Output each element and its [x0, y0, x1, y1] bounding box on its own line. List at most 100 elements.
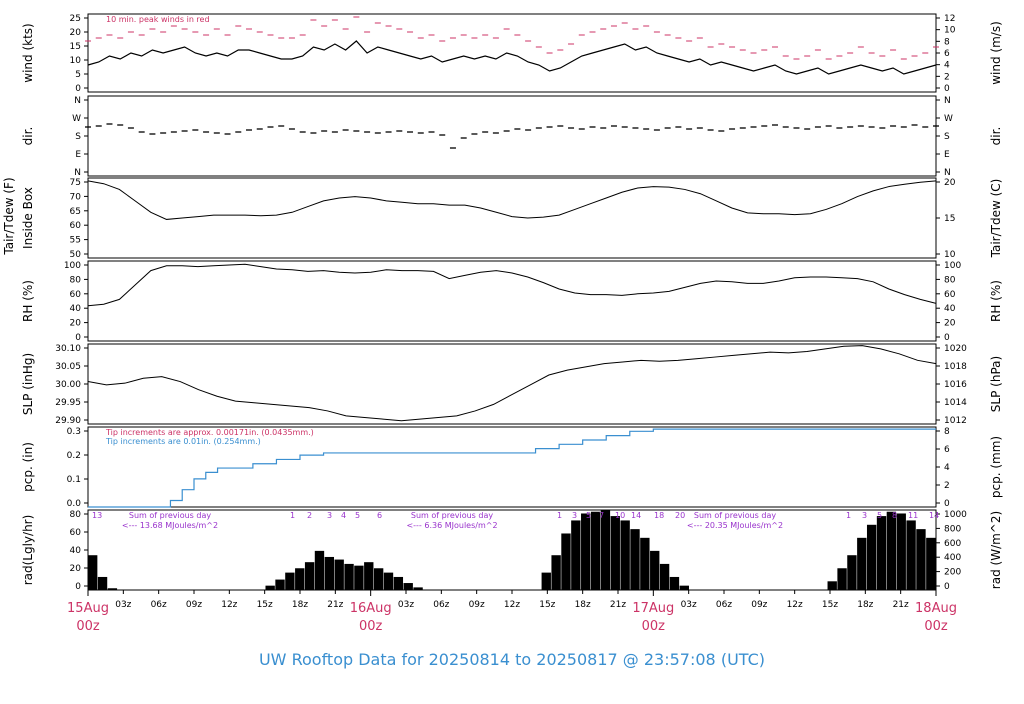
- rad-sum-value: <--- 6.36 MJoules/m^2: [406, 521, 497, 530]
- radiation-bar: [541, 572, 551, 590]
- rad-hour-label: 5: [355, 511, 360, 520]
- date-zulu-label: 00z: [924, 619, 948, 634]
- ytick-label-right: 60: [944, 290, 956, 300]
- ytick-label-left: 20: [70, 28, 82, 38]
- radiation-bar: [640, 537, 650, 590]
- radiation-bar: [561, 533, 571, 590]
- ytick-label-right: N: [944, 96, 951, 106]
- radiation-bar: [97, 576, 108, 590]
- radiation-bar: [373, 568, 384, 590]
- tip-note-1: Tip increments are approx. 0.00171in. (0…: [105, 428, 314, 437]
- rad-hour-label: 14: [929, 511, 939, 520]
- rad-sum-value: <--- 20.35 MJoules/m^2: [687, 521, 783, 530]
- radiation-bar: [886, 511, 897, 590]
- date-zulu-label: 00z: [359, 619, 383, 634]
- ytick-label-right: 600: [944, 539, 961, 549]
- time-tick-label: 09z: [186, 600, 202, 610]
- time-tick-label: 15z: [539, 600, 555, 610]
- ytick-label-left: 0.0: [67, 499, 82, 509]
- radiation-bar: [324, 556, 335, 590]
- ylabel-left: Inside Box: [21, 187, 35, 249]
- time-tick-label: 18z: [292, 600, 308, 610]
- radiation-bar: [295, 568, 305, 590]
- ylabel-left: pcp. (in): [21, 442, 35, 492]
- date-label: 16Aug: [350, 601, 392, 616]
- panel-frame: [87, 95, 937, 177]
- time-tick-label: 06z: [716, 600, 732, 610]
- radiation-bar: [107, 588, 118, 590]
- chart-title: UW Rooftop Data for 20250814 to 20250817…: [259, 650, 765, 669]
- rad-hour-label: 7: [599, 511, 604, 520]
- wind-speed-line: [87, 40, 937, 75]
- date-label: 17Aug: [632, 601, 674, 616]
- slp-line: [87, 345, 937, 422]
- rad-hour-label: 1: [846, 511, 851, 520]
- ytick-label-right: 1000: [944, 510, 967, 520]
- ytick-label-left: 0.1: [67, 475, 81, 485]
- ytick-label-right: 200: [944, 568, 961, 578]
- tip-note-2: Tip increments are 0.01in. (0.254mm.): [105, 437, 261, 446]
- ytick-label-right: 0: [944, 84, 950, 94]
- ytick-label-right: 2: [944, 481, 950, 491]
- radiation-bar: [304, 562, 315, 590]
- ytick-label-left: 25: [70, 14, 81, 24]
- ylabel-left: rad(Lgly/hr): [21, 515, 35, 586]
- ytick-label-left: 29.95: [55, 398, 81, 408]
- radiation-bar: [571, 520, 581, 590]
- time-tick-label: 03z: [681, 600, 697, 610]
- ytick-label-right: 1016: [944, 380, 967, 390]
- radiation-bar: [383, 572, 394, 590]
- rad-hour-label: 5: [877, 511, 882, 520]
- ylabel-left: SLP (inHg): [21, 353, 35, 415]
- rad-hour-label: 6: [377, 511, 382, 520]
- radiation-bar: [285, 572, 295, 590]
- radiation-bar: [630, 529, 640, 590]
- radiation-bar: [679, 585, 689, 590]
- radiation-bar: [827, 581, 837, 590]
- rad-hour-label: 5: [586, 511, 591, 520]
- ytick-label-left: 55: [70, 236, 81, 246]
- rad-hour-label: 14: [631, 511, 641, 520]
- ytick-label-left: 0.3: [67, 427, 81, 437]
- ytick-label-right: 0: [944, 333, 950, 343]
- radiation-bar: [600, 510, 611, 590]
- ylabel-right: RH (%): [989, 280, 1003, 322]
- ylabel-right: wind (m/s): [989, 21, 1003, 85]
- ytick-label-right: 1014: [944, 398, 967, 408]
- rad-sum-value: <--- 13.68 MJoules/m^2: [122, 521, 218, 530]
- ytick-label-left: 60: [70, 221, 82, 231]
- ytick-label-right: 40: [944, 304, 956, 314]
- ytick-label-right: 20: [944, 178, 956, 188]
- date-zulu-label: 00z: [642, 619, 666, 634]
- time-tick-label: 09z: [469, 600, 485, 610]
- radiation-bar: [896, 513, 906, 590]
- radiation-bar: [876, 516, 887, 590]
- radiation-bar: [620, 520, 630, 590]
- time-tick-label: 21z: [893, 600, 909, 610]
- rad-hour-label: 18: [654, 511, 664, 520]
- ytick-label-right: 1020: [944, 344, 967, 354]
- ytick-label-right: 10: [944, 250, 956, 260]
- ytick-label-left: 70: [70, 192, 82, 202]
- radiation-bar: [275, 579, 285, 590]
- ylabel-left: RH (%): [21, 280, 35, 322]
- ytick-label-left: 0: [75, 582, 81, 592]
- rad-hour-label: 1: [290, 511, 295, 520]
- rad-hour-label: 20: [675, 511, 685, 520]
- ytick-label-right: 4: [944, 61, 950, 71]
- rad-sum-label: Sum of previous day: [694, 511, 776, 520]
- ylabel-outer: Tair/Tdew (F): [2, 177, 16, 255]
- ytick-label-right: E: [944, 150, 950, 160]
- ytick-label-right: 800: [944, 524, 961, 534]
- ytick-label-left: 80: [70, 510, 82, 520]
- temperature-line: [87, 180, 937, 220]
- ytick-label-right: S: [944, 132, 950, 142]
- radiation-bar: [650, 550, 660, 590]
- rad-sum-label: Sum of previous day: [129, 511, 211, 520]
- ylabel-right: pcp. (mm): [989, 436, 1003, 498]
- ytick-label-right: 12: [944, 14, 955, 24]
- ytick-label-left: 5: [75, 70, 81, 80]
- ytick-label-left: 15: [70, 42, 81, 52]
